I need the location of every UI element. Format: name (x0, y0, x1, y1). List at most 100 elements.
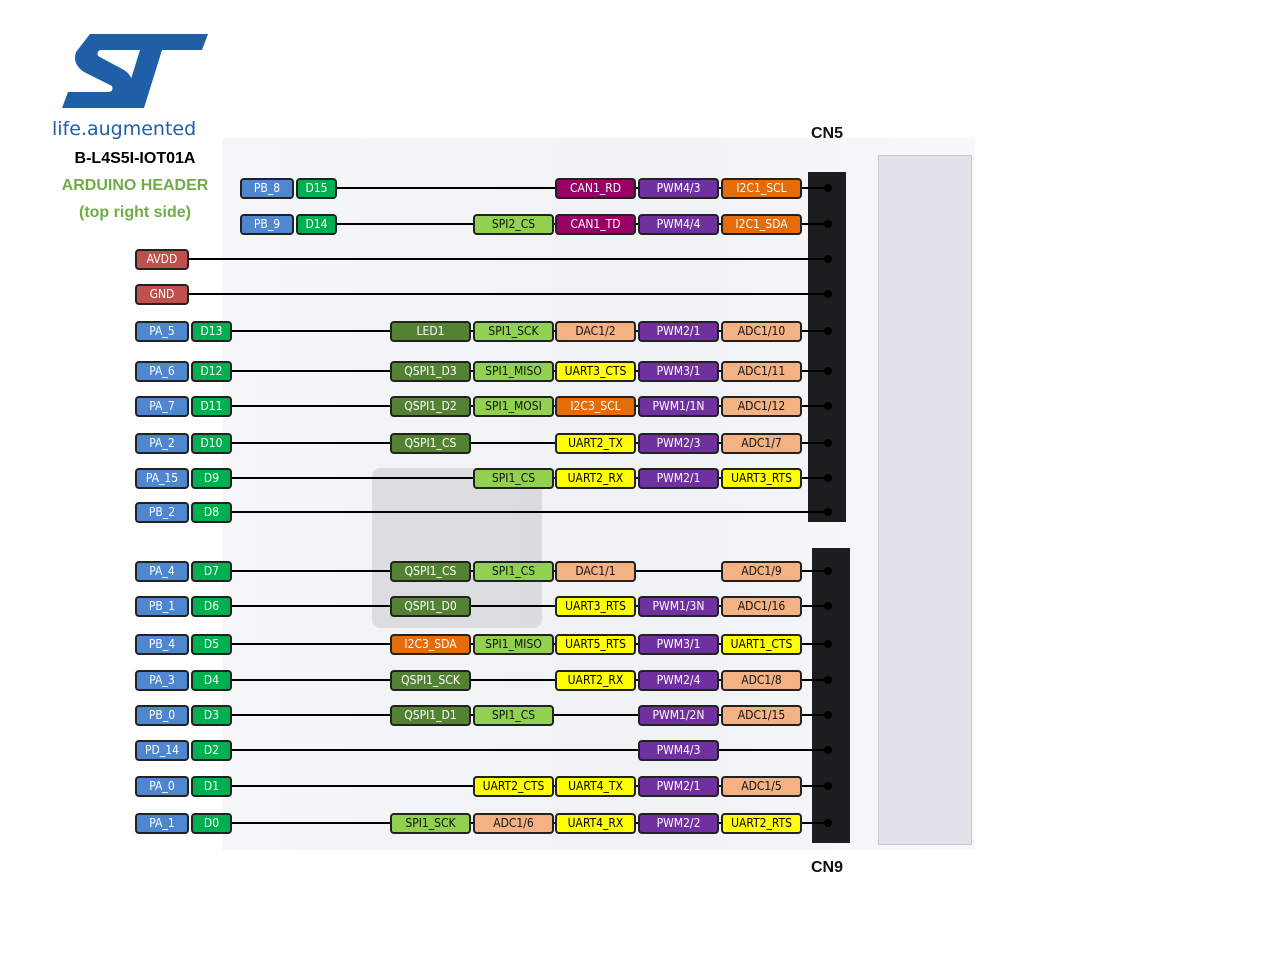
port-pin-label: PA_6 (135, 361, 189, 382)
function-label-spi: SPI1_CS (473, 705, 554, 726)
function-label-spi: SPI1_CS (473, 561, 554, 582)
function-label-analog: ADC1/15 (721, 705, 802, 726)
function-label-spi: SPI1_CS (473, 468, 554, 489)
function-label-led_qspi: QSPI1_SCK (390, 670, 471, 691)
function-label-led_qspi: QSPI1_D0 (390, 596, 471, 617)
function-label-analog: ADC1/7 (721, 433, 802, 454)
arduino-pin-label: D6 (191, 596, 232, 617)
port-pin-label: PA_0 (135, 776, 189, 797)
header-pin (824, 439, 832, 447)
port-pin-label: PA_4 (135, 561, 189, 582)
function-label-i2c: I2C3_SCL (555, 396, 636, 417)
function-label-analog: ADC1/12 (721, 396, 802, 417)
pin-line (231, 511, 828, 513)
function-label-led_qspi: QSPI1_CS (390, 561, 471, 582)
function-label-pwm: PWM2/2 (638, 813, 719, 834)
header-pin (824, 782, 832, 790)
header-pin (824, 290, 832, 298)
header-pin (824, 711, 832, 719)
function-label-uart: UART2_CTS (473, 776, 554, 797)
function-label-analog: ADC1/8 (721, 670, 802, 691)
function-label-led_qspi: QSPI1_D1 (390, 705, 471, 726)
function-label-spi: SPI1_SCK (473, 321, 554, 342)
function-label-pwm: PWM4/3 (638, 178, 719, 199)
arduino-pin-label: D2 (191, 740, 232, 761)
function-label-uart: UART3_RTS (555, 596, 636, 617)
header-pin (824, 508, 832, 516)
arduino-pin-label: D10 (191, 433, 232, 454)
header-title: ARDUINO HEADER (61, 177, 209, 194)
port-pin-label: PA_5 (135, 321, 189, 342)
power-pin-label: AVDD (135, 249, 189, 270)
cn9-label: CN9 (811, 859, 844, 876)
port-pin-label: PA_3 (135, 670, 189, 691)
pin-line (231, 679, 828, 681)
arduino-pin-label: D3 (191, 705, 232, 726)
function-label-pwm: PWM2/4 (638, 670, 719, 691)
port-pin-label: PB_1 (135, 596, 189, 617)
header-pin (824, 327, 832, 335)
port-pin-label: PB_9 (240, 214, 294, 235)
function-label-uart: UART2_TX (555, 433, 636, 454)
function-label-uart: UART4_RX (555, 813, 636, 834)
function-label-pwm: PWM1/3N (638, 596, 719, 617)
function-label-can: CAN1_RD (555, 178, 636, 199)
arduino-pin-label: D12 (191, 361, 232, 382)
function-label-pwm: PWM4/3 (638, 740, 719, 761)
function-label-spi: SPI1_SCK (390, 813, 471, 834)
header-pin (824, 474, 832, 482)
arduino-pin-label: D9 (191, 468, 232, 489)
function-label-pwm: PWM1/1N (638, 396, 719, 417)
header-pin (824, 640, 832, 648)
function-label-pwm: PWM4/4 (638, 214, 719, 235)
cn5-label: CN5 (811, 125, 844, 142)
port-pin-label: PA_7 (135, 396, 189, 417)
function-label-pwm: PWM2/1 (638, 468, 719, 489)
port-pin-label: PD_14 (135, 740, 189, 761)
header-pin (824, 255, 832, 263)
function-label-analog: DAC1/1 (555, 561, 636, 582)
function-label-pwm: PWM2/1 (638, 776, 719, 797)
function-label-uart: UART3_RTS (721, 468, 802, 489)
function-label-uart: UART2_RTS (721, 813, 802, 834)
header-pin (824, 367, 832, 375)
port-pin-label: PA_2 (135, 433, 189, 454)
function-label-spi: SPI2_CS (473, 214, 554, 235)
function-label-analog: ADC1/11 (721, 361, 802, 382)
arduino-pin-label: D4 (191, 670, 232, 691)
logo-tagline: life.augmented (52, 118, 197, 140)
header-pin (824, 676, 832, 684)
function-label-analog: ADC1/10 (721, 321, 802, 342)
cn5-header (808, 172, 846, 522)
function-label-spi: SPI1_MOSI (473, 396, 554, 417)
function-label-spi: SPI1_MISO (473, 634, 554, 655)
pin-line (188, 293, 828, 295)
function-label-uart: UART2_RX (555, 468, 636, 489)
arduino-pin-label: D0 (191, 813, 232, 834)
pin-line (231, 749, 828, 751)
arduino-pin-label: D15 (296, 178, 337, 199)
function-label-pwm: PWM3/1 (638, 634, 719, 655)
function-label-led_qspi: QSPI1_D3 (390, 361, 471, 382)
function-label-pwm: PWM3/1 (638, 361, 719, 382)
cn9-header (812, 548, 850, 843)
arduino-pin-label: D13 (191, 321, 232, 342)
function-label-led_qspi: QSPI1_CS (390, 433, 471, 454)
header-pin (824, 602, 832, 610)
port-pin-label: PB_2 (135, 502, 189, 523)
port-pin-label: PA_15 (135, 468, 189, 489)
port-pin-label: PA_1 (135, 813, 189, 834)
header-pin (824, 819, 832, 827)
function-label-analog: ADC1/5 (721, 776, 802, 797)
function-label-analog: ADC1/16 (721, 596, 802, 617)
function-label-analog: ADC1/9 (721, 561, 802, 582)
arduino-pin-label: D8 (191, 502, 232, 523)
pin-line (231, 442, 828, 444)
function-label-uart: UART1_CTS (721, 634, 802, 655)
function-label-can: CAN1_TD (555, 214, 636, 235)
power-pin-label: GND (135, 284, 189, 305)
arduino-pin-label: D11 (191, 396, 232, 417)
function-label-pwm: PWM2/1 (638, 321, 719, 342)
function-label-uart: UART4_TX (555, 776, 636, 797)
board-name: B-L4S5I-IOT01A (74, 150, 196, 167)
